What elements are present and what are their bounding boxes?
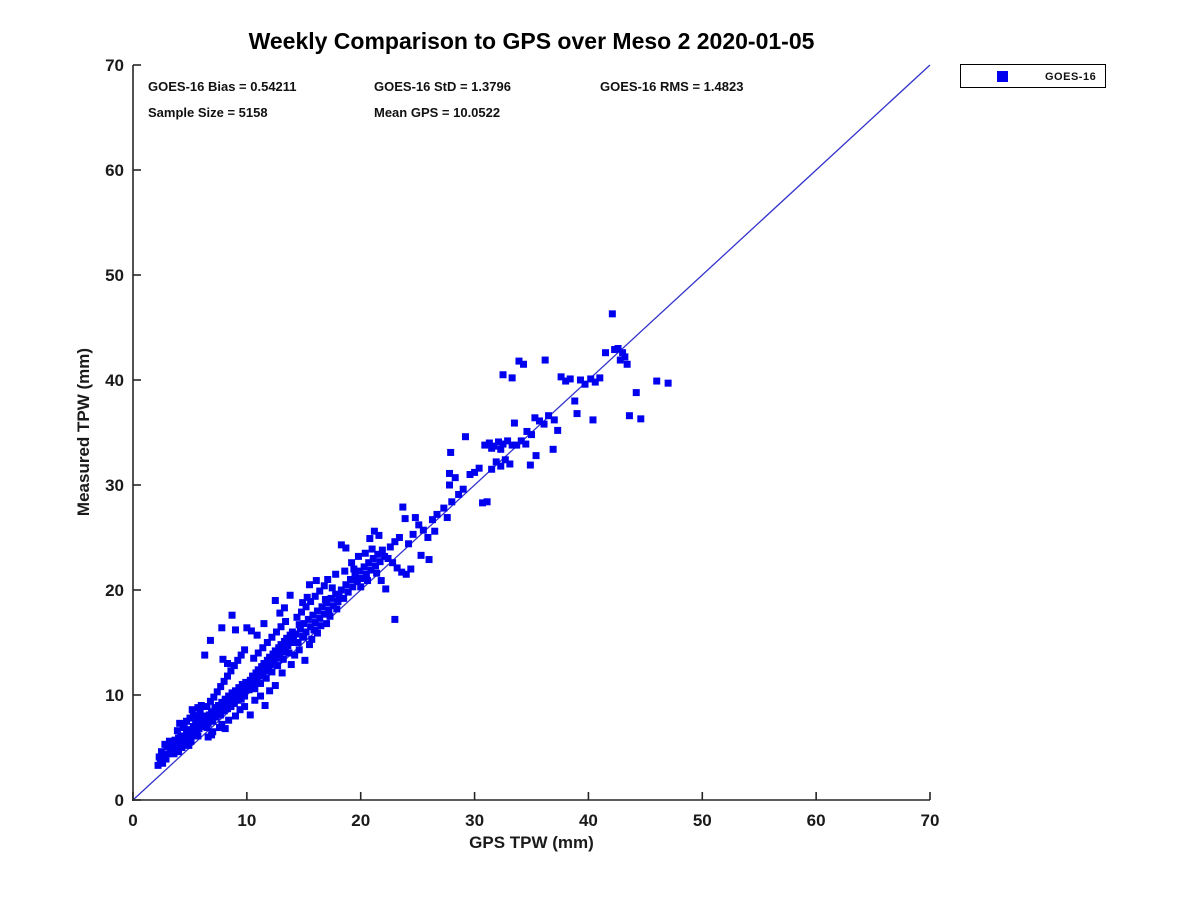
stat-std: GOES-16 StD = 1.3796 [374,79,511,94]
x-tick-label: 50 [693,811,712,830]
x-tick-label: 40 [579,811,598,830]
y-tick-label: 30 [105,476,124,495]
y-tick-label: 40 [105,371,124,390]
legend-box: GOES-16 [960,64,1106,88]
y-tick-label: 50 [105,266,124,285]
x-tick-label: 20 [351,811,370,830]
stat-mean-gps: Mean GPS = 10.0522 [374,105,501,120]
y-tick-label: 10 [105,686,124,705]
x-tick-label: 60 [807,811,826,830]
stat-sample-size: Sample Size = 5158 [148,105,268,120]
y-tick-label: 70 [105,56,124,75]
y-tick-label: 0 [115,791,124,810]
legend-marker-icon [997,71,1008,82]
x-tick-label: 30 [465,811,484,830]
stat-rms: GOES-16 RMS = 1.4823 [600,79,744,94]
x-tick-label: 0 [128,811,137,830]
y-tick-label: 60 [105,161,124,180]
y-tick-label: 20 [105,581,124,600]
x-tick-label: 10 [237,811,256,830]
legend-label: GOES-16 [1045,71,1097,83]
chart-title: Weekly Comparison to GPS over Meso 2 202… [248,28,815,54]
scatter-points [154,310,672,769]
y-axis-label: Measured TPW (mm) [74,347,93,517]
x-axis-label: GPS TPW (mm) [469,833,594,852]
x-tick-label: 70 [921,811,940,830]
stat-bias: GOES-16 Bias = 0.54211 [148,79,297,94]
